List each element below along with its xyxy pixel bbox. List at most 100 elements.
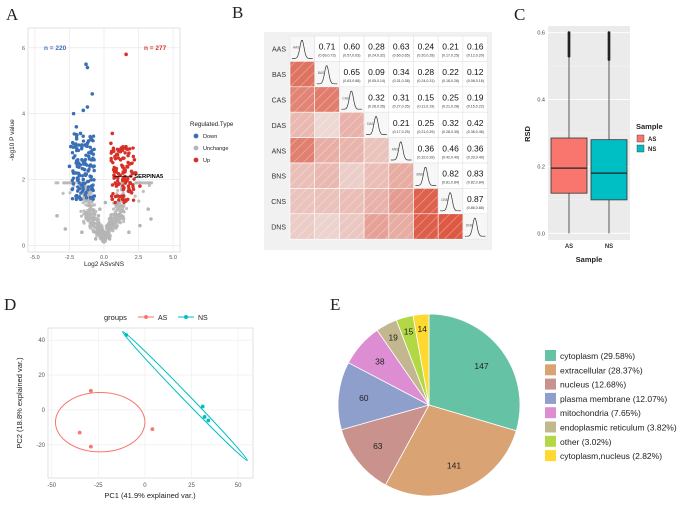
volcano-point-up <box>110 197 115 202</box>
heatmap-ci: (0.24,0.31) <box>417 79 434 83</box>
volcano-point-unchange <box>147 183 152 188</box>
volcano-point-up <box>122 146 127 150</box>
volcano-point-down <box>80 174 85 178</box>
volcano-point-down <box>88 134 92 139</box>
volcano-xtick: -5.0 <box>30 255 39 261</box>
heatmap-cell-upper <box>462 162 488 189</box>
pie-legend-label: cytoplasm (29.58%) <box>560 351 635 361</box>
volcano-point-unchange <box>87 210 91 214</box>
pie-slice <box>384 404 517 497</box>
panel-label-b: B <box>232 3 243 22</box>
pca-legend-as: AS <box>158 315 168 322</box>
volcano-point-unchange <box>94 216 98 220</box>
volcano-point-down <box>78 131 83 136</box>
pca-point-as <box>150 427 155 432</box>
pie-slice-value: 63 <box>373 441 383 451</box>
legend-unchange-label: Unchange <box>203 146 229 152</box>
volcano-point-unchange <box>88 221 92 225</box>
heatmap-cell-hatch <box>314 137 340 163</box>
volcano-point-unchange <box>100 224 104 229</box>
volcano-point-unchange <box>146 207 151 211</box>
heatmap-cell-hatch <box>388 163 414 189</box>
volcano-point-down <box>71 176 76 180</box>
heatmap-value: 0.60 <box>343 42 360 52</box>
heatmap-value: 0.87 <box>467 194 484 204</box>
heatmap-value: 0.46 <box>442 143 459 153</box>
volcano-ytick: 0 <box>22 243 25 249</box>
volcano-point-down <box>78 197 83 202</box>
legend-ns-label: NS <box>648 147 656 153</box>
volcano-point-down <box>87 154 91 159</box>
heatmap-cell-hatch <box>339 188 365 214</box>
volcano-point-up <box>133 171 138 175</box>
volcano-point-up <box>131 146 135 150</box>
volcano-point-up <box>113 200 117 205</box>
volcano-point-unchange <box>100 229 104 233</box>
volcano-point-unchange <box>109 213 113 217</box>
volcano-point-unchange <box>118 213 123 218</box>
pie-legend-swatch <box>545 407 556 419</box>
volcano-point-down <box>90 148 94 152</box>
heatmap-ci: (0.33,0.40) <box>467 155 484 159</box>
legend-ns-swatch <box>636 144 645 153</box>
pie-legend-swatch <box>545 378 556 390</box>
volcano-point-up <box>123 151 127 155</box>
volcano-ytick: 4 <box>22 112 25 118</box>
volcano-point-unchange <box>119 217 123 221</box>
heatmap-row-label: BAS <box>272 72 286 79</box>
volcano-point-unchange <box>110 216 114 220</box>
heatmap-value: 0.31 <box>393 93 410 103</box>
volcano-point-down <box>86 179 91 184</box>
heatmap-density-curve <box>292 40 313 59</box>
volcano-point-up <box>120 194 124 198</box>
correlation-heatmap: AAS 0.71 (0.69,0.73) 0.60 (0.57,0.63) 0.28 (0.… <box>264 32 492 250</box>
volcano-point-unchange <box>108 220 113 224</box>
heatmap-cell-hatch <box>339 213 365 240</box>
volcano-point-up <box>111 167 116 172</box>
panel-label-d: D <box>4 295 16 314</box>
volcano-point-unchange <box>86 204 90 208</box>
heatmap-value: 0.22 <box>442 67 459 77</box>
heatmap-row-label: DNS <box>271 225 286 232</box>
pie-legend-label: cytoplasm,nucleus (2.82%) <box>560 451 662 461</box>
volcano-point-down <box>73 171 77 175</box>
volcano-point-unchange <box>81 201 85 205</box>
volcano-point-unchange <box>149 181 154 185</box>
pca-point-ns <box>200 404 205 409</box>
volcano-point-up <box>121 187 126 192</box>
pca-ytick: 20 <box>38 373 45 379</box>
volcano-point-up <box>109 194 114 198</box>
heatmap-ci: (0.21,0.28) <box>442 105 459 109</box>
heatmap-value: 0.71 <box>319 42 336 52</box>
volcano-point-unchange <box>113 223 118 228</box>
volcano-point-down <box>71 181 76 186</box>
heatmap-ci: (0.24,0.32) <box>368 54 385 58</box>
heatmap-value: 0.24 <box>418 42 435 52</box>
heatmap-value: 0.16 <box>467 42 484 52</box>
heatmap-cell-upper <box>413 35 439 62</box>
volcano-point-down <box>74 135 79 140</box>
pie-slice <box>340 404 430 486</box>
volcano-ytick: 2 <box>22 178 25 184</box>
volcano-point-unchange <box>105 235 109 239</box>
volcano-point-down <box>76 177 80 182</box>
heatmap-cell-hatch <box>290 86 315 113</box>
volcano-point-down <box>84 196 89 200</box>
volcano-point-unchange <box>68 191 72 195</box>
volcano-point-down <box>91 164 95 169</box>
boxplot-xlabel: Sample <box>576 255 603 264</box>
volcano-point-up <box>111 160 115 165</box>
volcano-point-up <box>125 164 130 169</box>
heatmap-value: 0.12 <box>467 67 484 77</box>
volcano-point-unchange <box>119 204 123 208</box>
heatmap-value: 0.32 <box>442 118 459 128</box>
pie-legend-swatch <box>545 350 556 361</box>
volcano-point-unchange <box>56 181 60 185</box>
volcano-point-unchange <box>84 215 88 220</box>
volcano-point-up <box>113 175 117 179</box>
boxplot-ytick: 0.2 <box>537 164 545 170</box>
volcano-point-unchange <box>89 212 94 216</box>
volcano-point-up <box>130 171 135 175</box>
legend-as-marker <box>144 315 148 319</box>
